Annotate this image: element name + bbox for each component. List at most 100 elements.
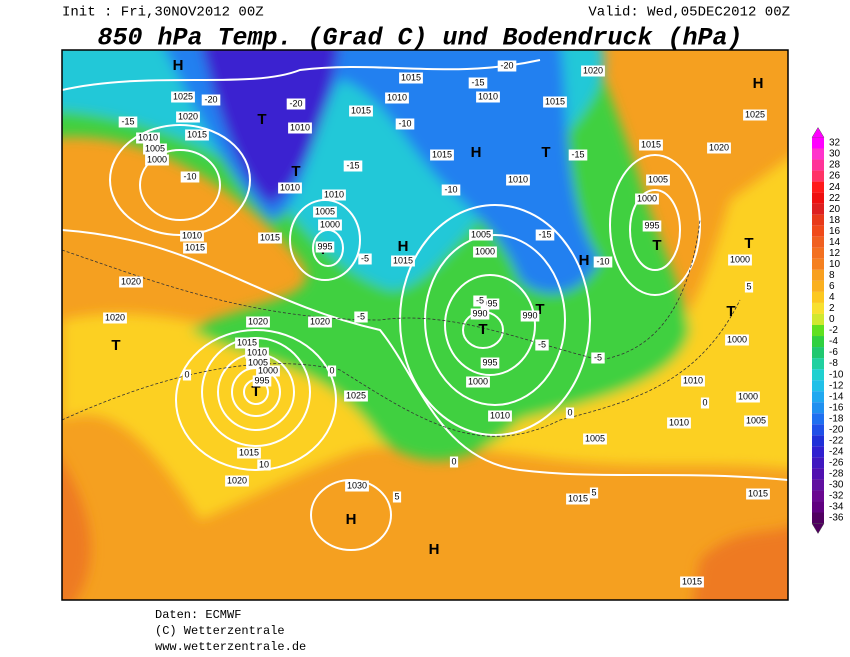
contour-label-box xyxy=(476,91,500,103)
contour-label: 1015 xyxy=(568,493,588,503)
colorbar-label: -20 xyxy=(829,424,844,435)
contour-label-box xyxy=(245,347,269,359)
contour-label: -20 xyxy=(500,60,513,70)
contour-label-box xyxy=(343,160,363,172)
contour-label-box xyxy=(700,397,710,409)
contour-label-box xyxy=(520,310,540,322)
contour-label: -5 xyxy=(357,311,365,321)
pressure-center: T xyxy=(535,301,544,318)
contour-label-box xyxy=(746,488,770,500)
contour-label-box xyxy=(473,246,497,258)
contour-label-box xyxy=(119,276,143,288)
contour-label: 995 xyxy=(482,298,497,308)
colorbar-swatch xyxy=(812,380,824,392)
colorbar-label: -16 xyxy=(829,402,844,413)
contour-label: 1000 xyxy=(637,193,657,203)
contour-label-box xyxy=(252,375,272,387)
contour-label: -10 xyxy=(596,256,609,266)
contour-label-box xyxy=(535,339,549,351)
contour-label-box xyxy=(344,390,368,402)
contour-label: 1000 xyxy=(147,154,167,164)
contour-label: 1005 xyxy=(746,415,766,425)
contour-label-box xyxy=(286,98,306,110)
contour-label-box xyxy=(176,111,200,123)
contour-label: 1000 xyxy=(730,254,750,264)
contour-label-box xyxy=(449,456,459,468)
contour-label: -5 xyxy=(594,352,602,362)
contour-label: -20 xyxy=(289,98,302,108)
contour-label: 1015 xyxy=(239,447,259,457)
colorbar-label: -18 xyxy=(829,413,844,424)
colorbar-label: -28 xyxy=(829,469,844,480)
colorbar-label: -30 xyxy=(829,480,844,491)
colorbar-swatch xyxy=(812,137,824,149)
contour-label: -5 xyxy=(538,339,546,349)
init-time: Init : Fri,30NOV2012 00Z xyxy=(62,5,264,21)
contour-label: 1000 xyxy=(727,334,747,344)
contour-label: 1000 xyxy=(475,246,495,256)
colorbar-swatch xyxy=(812,424,824,436)
contour-label-box xyxy=(743,109,767,121)
contour-label: 1020 xyxy=(310,316,330,326)
contour-label-box xyxy=(349,105,373,117)
contour-label: 1025 xyxy=(173,91,193,101)
colorbar-swatch xyxy=(812,490,824,502)
pressure-center: H xyxy=(429,541,440,558)
colorbar-label: -24 xyxy=(829,446,844,457)
colorbar-swatch xyxy=(812,225,824,237)
contour-label: 1020 xyxy=(709,142,729,152)
contour-label-box xyxy=(257,459,271,471)
contour-label-box xyxy=(470,308,490,320)
contour-label-box xyxy=(392,491,402,503)
colorbar-label: 28 xyxy=(829,160,841,171)
colorbar-arrow-top xyxy=(811,126,825,138)
colorbar-swatch xyxy=(812,181,824,193)
pressure-center: T xyxy=(291,163,300,180)
colorbar-swatch xyxy=(812,302,824,314)
colorbar-label: 24 xyxy=(829,182,841,193)
contour-label-box xyxy=(180,171,200,183)
contour-label-box xyxy=(354,311,368,323)
contour-label: 1010 xyxy=(683,375,703,385)
pressure-center: T xyxy=(541,144,550,161)
colorbar-swatch xyxy=(812,468,824,480)
contour-label-box xyxy=(182,369,192,381)
colorbar-swatch xyxy=(812,280,824,292)
contour-label: 1010 xyxy=(669,417,689,427)
contour-label-box xyxy=(568,149,588,161)
contour-label: 1005 xyxy=(315,206,335,216)
colorbar-label: 12 xyxy=(829,248,841,259)
contour-label: 995 xyxy=(317,241,332,251)
colorbar-swatch xyxy=(812,512,824,524)
pressure-center: H xyxy=(471,144,482,161)
contour-label: -10 xyxy=(444,184,457,194)
colorbar-swatch xyxy=(812,291,824,303)
contour-label: 0 xyxy=(567,407,572,417)
contour-label: 995 xyxy=(644,220,659,230)
contour-label-box xyxy=(473,295,487,307)
contour-label-box xyxy=(589,487,599,499)
contour-label-box xyxy=(399,72,423,84)
contour-label: -5 xyxy=(361,253,369,263)
colorbar-swatch xyxy=(812,170,824,182)
contour-label-box xyxy=(642,220,662,232)
contour-label-box xyxy=(235,337,259,349)
colorbar-label: 14 xyxy=(829,237,841,248)
contour-label-box xyxy=(118,116,138,128)
contour-label: 1000 xyxy=(320,219,340,229)
contour-label-box xyxy=(391,255,415,267)
contour-label: 1015 xyxy=(641,139,661,149)
contour-label-box xyxy=(583,433,607,445)
contour-label-box xyxy=(566,493,590,505)
contour-label: 1015 xyxy=(401,72,421,82)
pressure-center: H xyxy=(173,57,184,74)
contour-label: 1010 xyxy=(387,92,407,102)
colorbar-label: 30 xyxy=(829,149,841,160)
colorbar-label: 16 xyxy=(829,226,841,237)
contour-label-box xyxy=(145,154,169,166)
contour-label-box xyxy=(318,219,342,231)
colorbar-swatch xyxy=(812,501,824,513)
contour-label-box xyxy=(358,253,372,265)
colorbar-label: 32 xyxy=(829,138,841,149)
contour-label-box xyxy=(497,60,517,72)
